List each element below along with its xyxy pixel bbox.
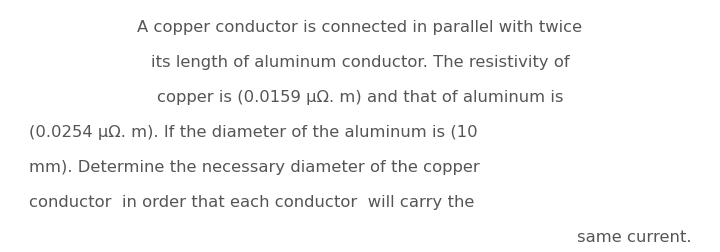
Text: conductor  in order that each conductor  will carry the: conductor in order that each conductor w… xyxy=(29,194,474,209)
Text: A copper conductor is connected in parallel with twice: A copper conductor is connected in paral… xyxy=(138,20,582,35)
Text: (0.0254 μΩ. m). If the diameter of the aluminum is (10: (0.0254 μΩ. m). If the diameter of the a… xyxy=(29,124,477,139)
Text: same current.: same current. xyxy=(577,229,691,244)
Text: copper is (0.0159 μΩ. m) and that of aluminum is: copper is (0.0159 μΩ. m) and that of alu… xyxy=(157,90,563,105)
Text: its length of aluminum conductor. The resistivity of: its length of aluminum conductor. The re… xyxy=(150,55,570,70)
Text: mm). Determine the necessary diameter of the copper: mm). Determine the necessary diameter of… xyxy=(29,159,480,174)
